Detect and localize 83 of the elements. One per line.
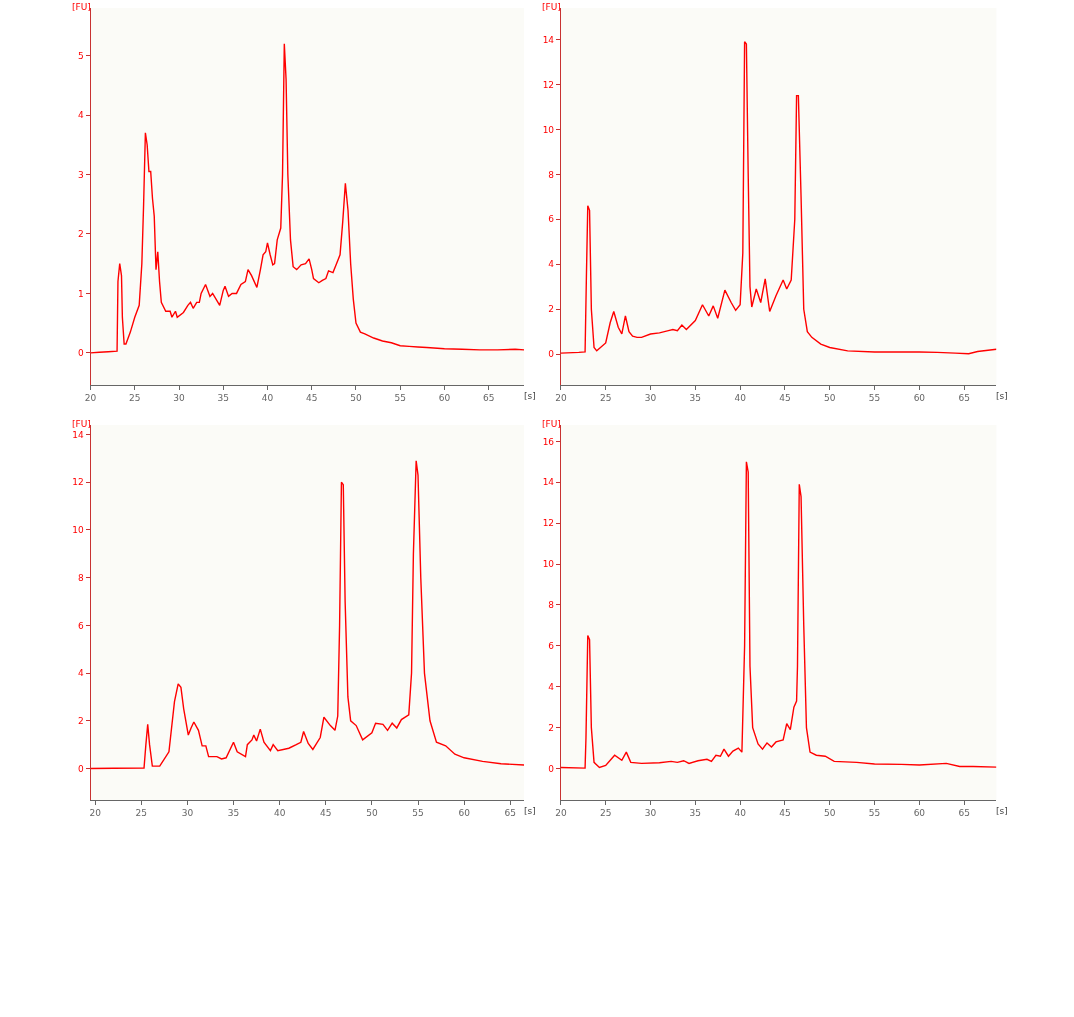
y-tick-label: 1 (77, 288, 84, 299)
x-tick-label: 45 (306, 392, 318, 403)
line-series (90, 42, 525, 354)
y-tick-label: 10 (72, 525, 84, 536)
y-tick-label: 12 (72, 477, 84, 488)
x-axis-title: [s] (524, 391, 536, 401)
x-tick-label: 25 (599, 392, 612, 403)
y-tick-label: 14 (542, 34, 555, 45)
x-tick-label: 55 (868, 392, 881, 403)
y-tick-label: 8 (77, 572, 84, 583)
x-tick-label: 30 (181, 807, 194, 818)
x-tick-label: 25 (129, 392, 141, 403)
x-tick-label: 20 (89, 807, 102, 818)
x-tick-label: 60 (438, 392, 451, 403)
x-tick-label: 30 (644, 392, 657, 403)
y-tick-label: 4 (548, 259, 555, 270)
x-tick-label: 40 (734, 392, 747, 403)
x-tick-label: 50 (824, 392, 836, 403)
x-tick-label: 65 (482, 392, 495, 403)
x-tick-label: 25 (599, 807, 612, 818)
x-tick-label: 35 (689, 807, 702, 818)
y-tick-label: 4 (77, 110, 84, 121)
y-tick-label: 0 (548, 349, 555, 360)
y-axis-title: [FU] (542, 419, 561, 429)
y-tick-label: 6 (548, 640, 555, 651)
x-tick-label: 60 (913, 807, 926, 818)
x-tick-label: 45 (320, 807, 332, 818)
x-tick-label: 30 (644, 807, 657, 818)
y-tick-label: 3 (77, 169, 84, 180)
x-tick-label: 55 (394, 392, 406, 403)
x-tick-label: 65 (958, 807, 970, 818)
x-tick-label: 20 (84, 392, 97, 403)
y-tick-label: 8 (548, 169, 555, 180)
y-tick-label: 12 (542, 79, 555, 90)
x-tick-label: 45 (779, 392, 791, 403)
x-tick-label: 35 (227, 807, 240, 818)
x-tick-label: 55 (412, 807, 424, 818)
y-tick-label: 4 (77, 668, 84, 679)
x-axis-title: [s] (524, 806, 536, 816)
x-tick-label: 20 (555, 392, 567, 403)
x-tick-label: 50 (824, 807, 836, 818)
x-tick-label: 40 (734, 807, 747, 818)
x-tick-label: 25 (135, 807, 147, 818)
y-tick-label: 16 (542, 436, 555, 447)
x-tick-label: 60 (458, 807, 471, 818)
y-tick-label: 6 (548, 214, 555, 225)
y-tick-label: 2 (548, 722, 555, 733)
y-tick-label: 8 (548, 600, 555, 611)
y-tick-label: 4 (548, 681, 555, 692)
x-tick-label: 40 (261, 392, 274, 403)
x-tick-label: 20 (555, 807, 567, 818)
y-tick-label: 12 (542, 518, 555, 529)
y-tick-label: 2 (77, 715, 84, 726)
y-tick-label: 14 (542, 477, 555, 488)
x-tick-label: 50 (366, 807, 378, 818)
x-tick-label: 35 (217, 392, 229, 403)
y-tick-label: 0 (77, 763, 84, 774)
x-tick-label: 65 (958, 392, 970, 403)
y-axis-title: [FU] (72, 2, 91, 12)
x-tick-label: 30 (173, 392, 185, 403)
y-tick-label: 6 (77, 620, 84, 631)
y-tick-label: 2 (548, 304, 555, 315)
x-tick-label: 45 (779, 807, 791, 818)
line-series (560, 461, 997, 769)
line-series (90, 460, 525, 770)
y-tick-label: 0 (77, 348, 84, 359)
x-tick-label: 55 (868, 807, 881, 818)
line-series (560, 41, 997, 355)
y-tick-label: 10 (542, 124, 555, 135)
x-axis-title: [s] (996, 391, 1008, 401)
y-tick-label: 0 (548, 763, 555, 774)
y-tick-label: 2 (77, 229, 84, 240)
x-tick-label: 50 (350, 392, 362, 403)
y-tick-label: 10 (542, 559, 555, 570)
x-tick-label: 65 (504, 807, 516, 818)
x-tick-label: 40 (273, 807, 286, 818)
x-tick-label: 35 (689, 392, 702, 403)
y-tick-label: 5 (77, 50, 84, 61)
x-tick-label: 60 (913, 392, 926, 403)
y-axis-title: [FU] (72, 419, 91, 429)
x-axis-title: [s] (996, 806, 1008, 816)
y-axis-title: [FU] (542, 2, 561, 12)
y-tick-label: 14 (72, 429, 84, 440)
